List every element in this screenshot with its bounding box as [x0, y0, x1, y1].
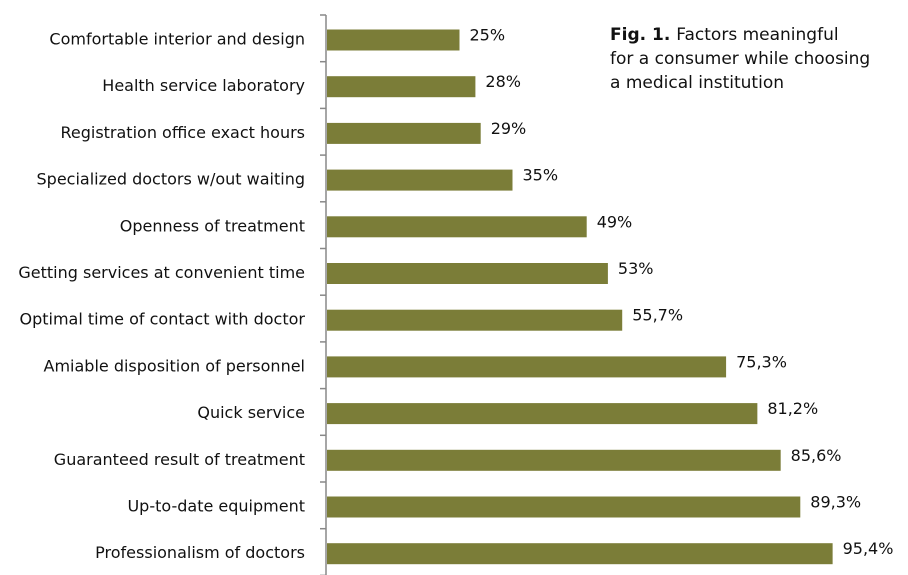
- value-label: 53%: [618, 259, 654, 278]
- value-label: 28%: [485, 72, 521, 91]
- category-label: Up-to-date equipment: [127, 497, 305, 516]
- value-label: 55,7%: [632, 306, 683, 325]
- bar: [327, 449, 781, 471]
- value-label: 35%: [523, 166, 559, 185]
- category-label: Optimal time of contact with doctor: [19, 310, 305, 329]
- bar: [327, 263, 608, 284]
- category-label: Professionalism of doctors: [95, 543, 305, 562]
- category-label: Comfortable interior and design: [49, 30, 305, 49]
- category-label: Registration office exact hours: [60, 123, 305, 142]
- bar: [327, 216, 587, 238]
- category-label: Getting services at convenient time: [18, 263, 305, 282]
- value-label: 49%: [597, 212, 633, 231]
- category-label: Specialized doctors w/out waiting: [37, 170, 306, 189]
- bar: [327, 169, 513, 191]
- value-label: 81,2%: [767, 399, 818, 418]
- bar: [327, 496, 801, 518]
- value-label: 89,3%: [810, 493, 861, 512]
- category-label: Guaranteed result of treatment: [54, 450, 305, 469]
- bar: [327, 76, 476, 98]
- category-label: Health service laboratory: [102, 76, 305, 95]
- bar: [327, 309, 623, 331]
- chart-title-line: Fig. 1. Factors meaningful: [610, 25, 839, 45]
- value-label: 95,4%: [843, 539, 894, 558]
- category-label: Openness of treatment: [120, 216, 305, 235]
- figure-label: Fig. 1.: [610, 25, 670, 45]
- bar: [327, 543, 833, 565]
- value-label: 75,3%: [736, 352, 787, 371]
- chart-title: a medical institution: [610, 73, 784, 93]
- bar: [327, 122, 481, 144]
- category-label: Quick service: [197, 403, 305, 422]
- bar: [327, 356, 727, 378]
- bar: [327, 29, 460, 51]
- value-label: 85,6%: [791, 446, 842, 465]
- value-label: 25%: [470, 26, 506, 45]
- bar: [327, 403, 758, 425]
- value-label: 29%: [491, 119, 527, 138]
- chart-title: for a consumer while choosing: [610, 49, 870, 69]
- chart-title: Factors meaningful: [676, 25, 838, 45]
- category-label: Amiable disposition of personnel: [44, 356, 306, 375]
